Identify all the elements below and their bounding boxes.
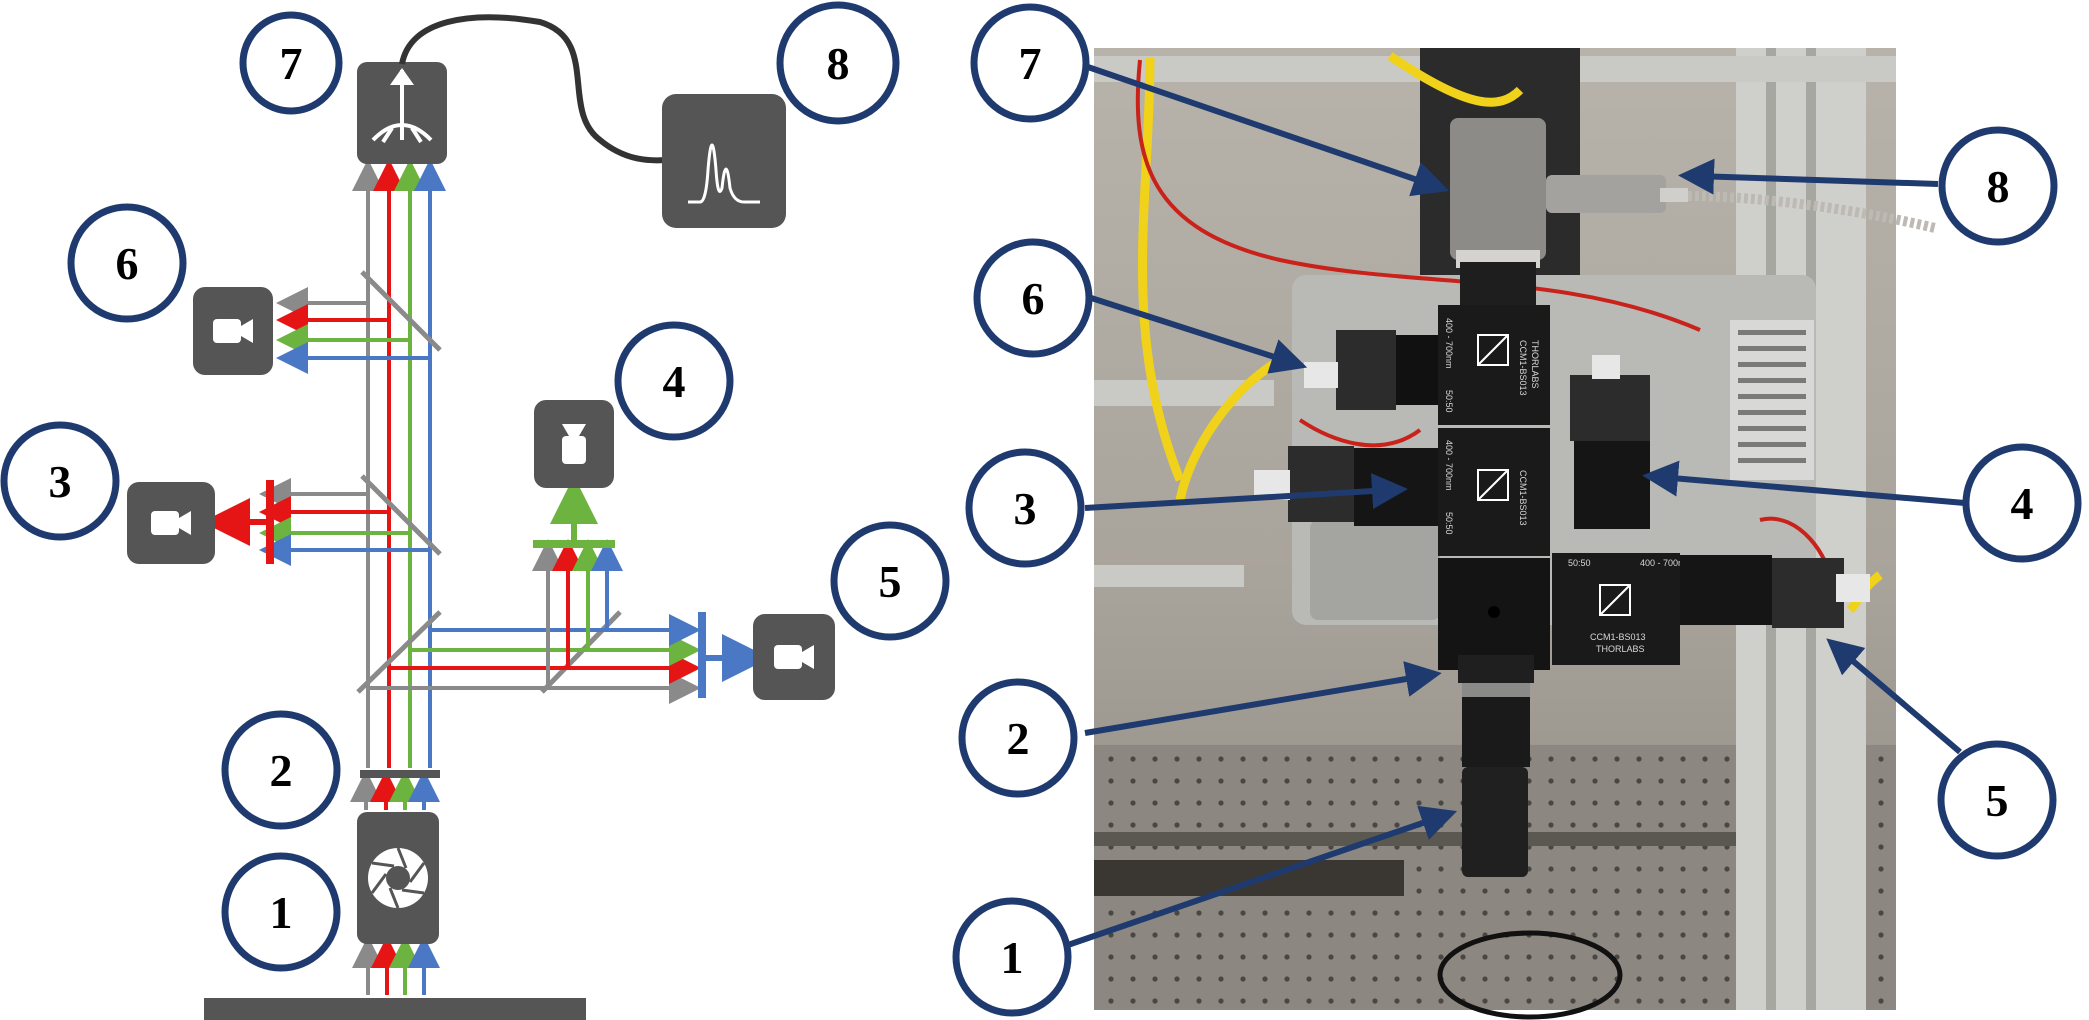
fiber-connector	[1546, 175, 1666, 213]
filter-green	[533, 540, 615, 548]
pointer-4	[1642, 460, 1966, 506]
beams-to-camera-6	[276, 287, 430, 374]
pointer-3	[1084, 473, 1408, 511]
cube-brand-text: THORLABS	[1530, 340, 1540, 389]
badge-left-3: 3	[0, 421, 120, 541]
badge-left-2: 2	[221, 710, 341, 830]
collimator-tube	[1450, 118, 1546, 260]
cube-middle	[1438, 428, 1550, 556]
cube-ratio-text-2: 50:50	[1444, 512, 1454, 535]
beam-splitter-main	[356, 610, 442, 694]
badge-label: 1	[1001, 932, 1024, 983]
cube-wavelength-text-2: 400 - 700nm	[1444, 440, 1454, 491]
cube-wavelength-text-3: 400 - 700nm	[1640, 558, 1691, 568]
cube-brand-text-3: THORLABS	[1596, 644, 1645, 654]
spectrum-icon	[688, 143, 760, 204]
badge-label: 6	[116, 238, 139, 289]
beam-splitter-6	[360, 270, 442, 352]
badge-right-7: 7	[970, 3, 1090, 123]
cube-print: CCM1-BS013 THORLABS 400 - 700nm 50:50 CC…	[1444, 318, 1691, 654]
pointer-6	[1084, 293, 1308, 374]
badge-label: 8	[827, 38, 850, 89]
badge-right-6: 6	[973, 238, 1093, 358]
badge-left-7: 7	[239, 11, 343, 115]
badge-right-8: 8	[1938, 126, 2058, 246]
cube-ratio-text-3: 50:50	[1568, 558, 1591, 568]
input-beams	[352, 936, 440, 995]
fiber-coupler-icon	[371, 68, 433, 144]
camera-3	[127, 482, 215, 564]
badge-left-4: 4	[614, 321, 734, 441]
fiber-jacket	[1687, 191, 1937, 233]
fiber-coupler	[357, 62, 447, 164]
cube-model-text-2: CCM1-BS013	[1518, 470, 1528, 526]
cable-coil	[1437, 930, 1623, 1020]
heat-sink	[1730, 320, 1814, 480]
filter-plate	[360, 770, 440, 778]
cube-ratio-text: 50:50	[1444, 390, 1454, 413]
beam-splitter-3	[360, 474, 442, 556]
filter-blue	[698, 612, 706, 698]
badge-label: 2	[1007, 713, 1030, 764]
camera-icon	[562, 424, 586, 464]
pointer-arrows	[1064, 63, 1966, 949]
beams-to-camera-4	[532, 539, 623, 688]
pointer-5	[1826, 638, 1962, 755]
camera-6	[193, 287, 273, 375]
badge-right-1: 1	[952, 897, 1072, 1017]
badge-right-3: 3	[965, 448, 1085, 568]
badge-label: 1	[270, 887, 293, 938]
pointer-2	[1084, 661, 1442, 736]
main-vertical-beams	[352, 159, 446, 768]
camera-4	[534, 400, 614, 488]
badge-label: 4	[2011, 478, 2034, 529]
camera-icon	[213, 319, 253, 343]
schematic-diagram	[127, 14, 835, 1020]
badge-right-2: 2	[958, 678, 1078, 798]
camera-4-photo	[1570, 355, 1650, 529]
sample-stage	[204, 998, 586, 1020]
beams-to-filter	[350, 770, 440, 810]
cube-model-text-3: CCM1-BS013	[1590, 632, 1646, 642]
badge-label: 8	[1987, 161, 2010, 212]
pointer-1	[1064, 805, 1458, 949]
camera-icon	[774, 645, 814, 669]
photo-panel: CCM1-BS013 THORLABS 400 - 700nm 50:50 CC…	[1094, 48, 1937, 1020]
beams-to-camera-3	[259, 478, 430, 566]
camera-6-photo	[1304, 330, 1438, 410]
badge-left-8: 8	[776, 1, 900, 125]
beamsplitter-cubes	[1438, 305, 1680, 670]
spectrometer	[662, 94, 786, 228]
camera-5	[753, 614, 835, 700]
badge-left-6: 6	[67, 203, 187, 323]
aperture-icon	[368, 847, 428, 909]
camera-icon	[151, 511, 191, 535]
aperture-device	[357, 812, 439, 944]
pointer-8	[1678, 158, 1939, 195]
pointer-7	[1084, 63, 1450, 197]
cube-model-text: CCM1-BS013	[1518, 340, 1528, 396]
badge-right-5: 5	[1937, 740, 2057, 860]
camera-5-photo	[1680, 555, 1870, 628]
cube-right	[1552, 553, 1680, 665]
badge-label: 2	[270, 745, 293, 796]
cube-wavelength-text: 400 - 700nm	[1444, 318, 1454, 369]
badge-label: 5	[879, 556, 902, 607]
objective-lens	[1458, 655, 1534, 877]
badge-label: 3	[49, 456, 72, 507]
badge-left-5: 5	[830, 521, 950, 641]
filter-red	[266, 480, 274, 564]
badge-label: 3	[1014, 483, 1037, 534]
badge-label: 7	[1019, 38, 1042, 89]
badge-label: 6	[1022, 273, 1045, 324]
badge-left-1: 1	[221, 852, 341, 972]
badge-label: 4	[663, 356, 686, 407]
badge-right-4: 4	[1962, 443, 2082, 563]
yellow-cables	[1138, 52, 1883, 614]
badge-label: 5	[1986, 775, 2009, 826]
badge-label: 7	[280, 38, 303, 89]
fiber-cable	[399, 14, 669, 164]
